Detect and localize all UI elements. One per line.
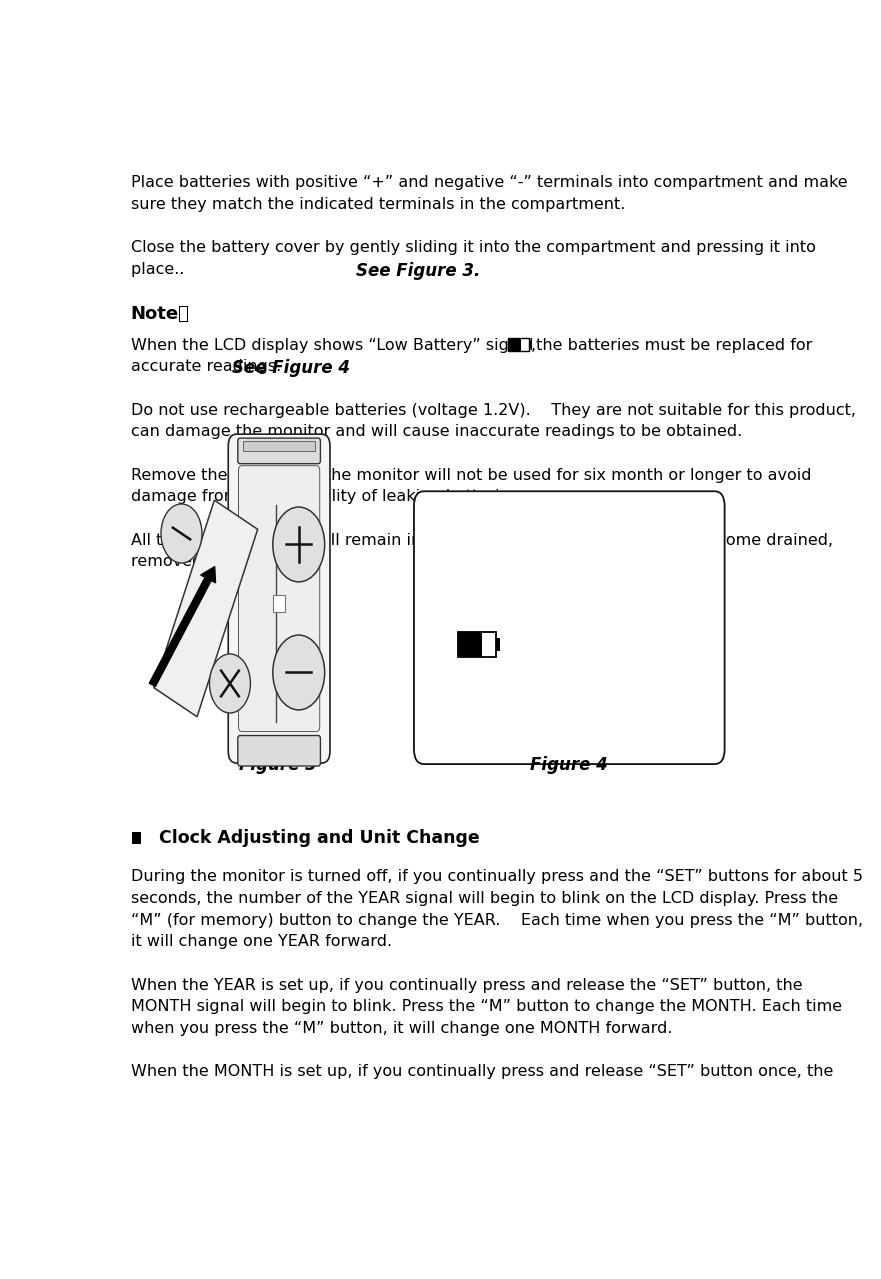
Text: damage from the possibility of leaking batteries.: damage from the possibility of leaking b…	[130, 490, 522, 504]
Bar	[132, 831, 141, 844]
Text: MONTH signal will begin to blink. Press the “M” button to change the MONTH. Each: MONTH signal will begin to blink. Press …	[130, 999, 841, 1014]
FancyBboxPatch shape	[238, 735, 321, 766]
Text: All the measurements will remain in the memory should the batteries become drain: All the measurements will remain in the …	[130, 532, 833, 547]
Bar	[482, 632, 495, 657]
Text: When the MONTH is set up, if you continually press and release “SET” button once: When the MONTH is set up, if you continu…	[130, 1064, 833, 1079]
FancyBboxPatch shape	[414, 491, 724, 764]
Bar	[529, 341, 531, 348]
Text: it will change one YEAR forward.: it will change one YEAR forward.	[130, 935, 392, 949]
Text: Do not use rechargeable batteries (voltage 1.2V).    They are not suitable for t: Do not use rechargeable batteries (volta…	[130, 403, 855, 418]
Bar	[458, 632, 482, 657]
Text: Close the battery cover by gently sliding it into the compartment and pressing i: Close the battery cover by gently slidin…	[130, 240, 816, 255]
Bar	[508, 338, 521, 352]
Bar	[458, 632, 496, 657]
Text: Note：: Note：	[130, 306, 189, 324]
Text: Place batteries with positive “+” and negative “-” terminals into compartment an: Place batteries with positive “+” and ne…	[130, 175, 848, 191]
Bar	[496, 638, 500, 651]
Text: Remove the batteries if the monitor will not be used for six month or longer to : Remove the batteries if the monitor will…	[130, 468, 811, 482]
Bar	[508, 338, 529, 352]
Text: accurate readings.: accurate readings.	[130, 359, 286, 375]
Bar	[273, 595, 285, 613]
Text: removed, or replaced.: removed, or replaced.	[130, 554, 308, 569]
Text: See Figure 3.: See Figure 3.	[357, 262, 481, 280]
Text: when you press the “M” button, it will change one MONTH forward.: when you press the “M” button, it will c…	[130, 1021, 672, 1036]
Text: Figure 4: Figure 4	[530, 756, 608, 774]
Text: Figure 3: Figure 3	[239, 756, 316, 774]
Text: When the LCD display shows “Low Battery” signal: When the LCD display shows “Low Battery”…	[130, 338, 544, 353]
Text: seconds, the number of the YEAR signal will begin to blink on the LCD display. P: seconds, the number of the YEAR signal w…	[130, 891, 838, 906]
Text: Clock Adjusting and Unit Change: Clock Adjusting and Unit Change	[159, 829, 480, 847]
Text: When the YEAR is set up, if you continually press and release the “SET” button, : When the YEAR is set up, if you continua…	[130, 977, 803, 993]
Bar	[243, 441, 315, 451]
Text: place..: place..	[130, 262, 189, 276]
FancyArrowPatch shape	[149, 567, 216, 687]
Text: During the monitor is turned off, if you continually press and the “SET” buttons: During the monitor is turned off, if you…	[130, 870, 862, 885]
FancyBboxPatch shape	[239, 466, 320, 732]
Polygon shape	[154, 500, 257, 716]
Circle shape	[210, 654, 250, 712]
Text: ,the batteries must be replaced for: ,the batteries must be replaced for	[531, 338, 813, 353]
Bar	[521, 338, 528, 352]
Circle shape	[161, 504, 202, 563]
Circle shape	[273, 506, 325, 582]
Circle shape	[273, 636, 325, 710]
Text: See Figure 4: See Figure 4	[232, 359, 350, 377]
Text: can damage the monitor and will cause inaccurate readings to be obtained.: can damage the monitor and will cause in…	[130, 425, 742, 439]
Text: sure they match the indicated terminals in the compartment.: sure they match the indicated terminals …	[130, 197, 625, 212]
FancyBboxPatch shape	[238, 439, 321, 464]
FancyBboxPatch shape	[228, 434, 330, 764]
Text: “M” (for memory) button to change the YEAR.    Each time when you press the “M” : “M” (for memory) button to change the YE…	[130, 913, 862, 927]
